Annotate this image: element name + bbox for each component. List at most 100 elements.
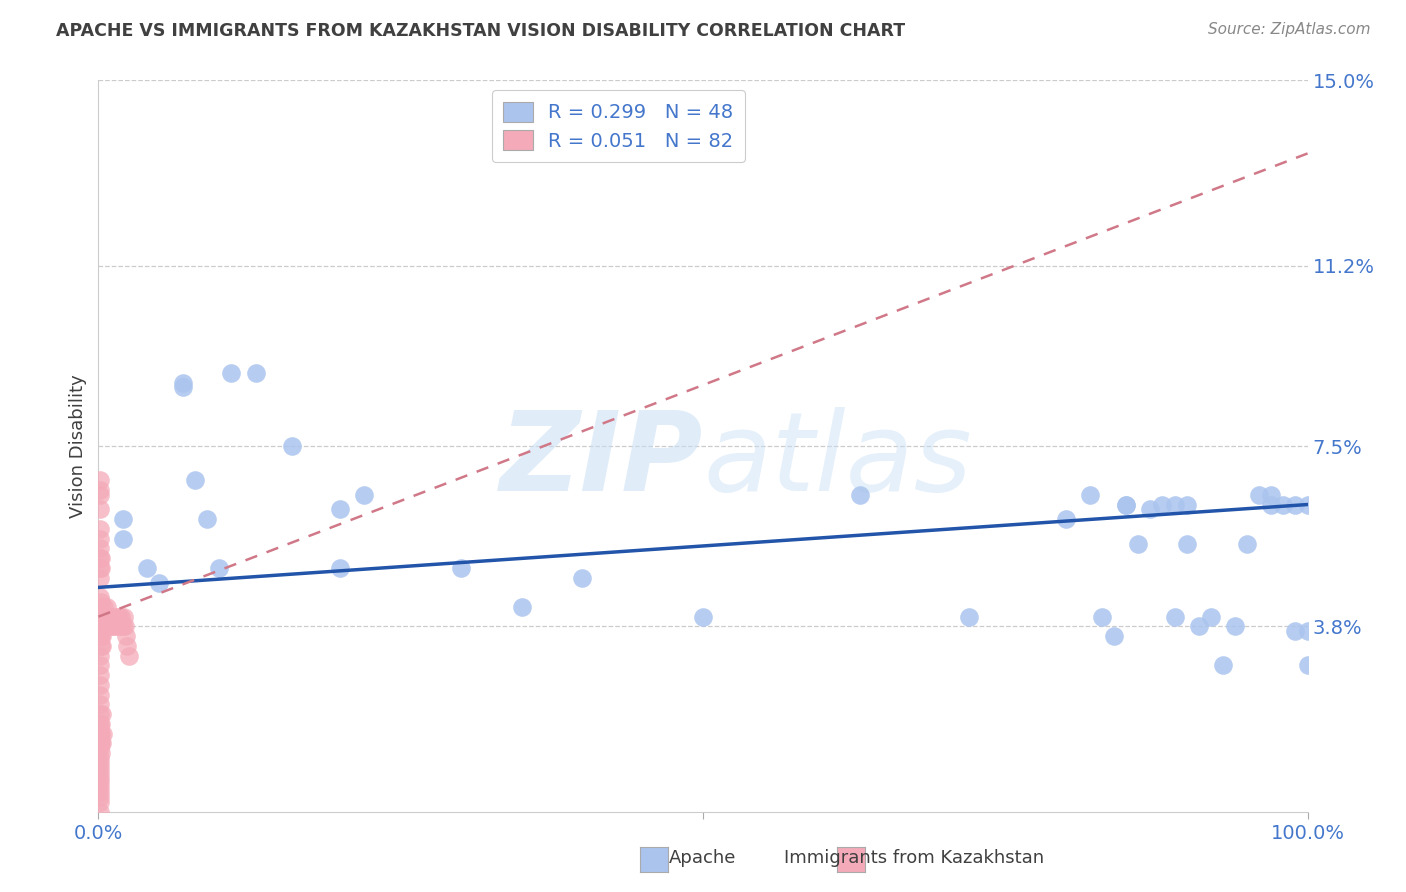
Point <box>89 688 111 702</box>
Point <box>89 698 111 712</box>
Point <box>91 619 114 633</box>
Text: Immigrants from Kazakhstan: Immigrants from Kazakhstan <box>783 849 1045 867</box>
Point <box>89 727 111 741</box>
Text: APACHE VS IMMIGRANTS FROM KAZAKHSTAN VISION DISABILITY CORRELATION CHART: APACHE VS IMMIGRANTS FROM KAZAKHSTAN VIS… <box>56 22 905 40</box>
Point <box>135 561 157 575</box>
Point <box>91 707 114 722</box>
Point <box>1296 658 1319 673</box>
Point <box>98 609 121 624</box>
Point <box>91 639 114 653</box>
Point <box>89 717 111 731</box>
Point <box>93 609 115 624</box>
Point <box>1078 488 1101 502</box>
Point <box>89 658 111 673</box>
Point <box>90 595 112 609</box>
Point <box>1163 498 1185 512</box>
Point <box>112 609 135 624</box>
Point <box>89 473 111 487</box>
Text: ZIP: ZIP <box>499 407 703 514</box>
Point <box>89 761 111 775</box>
Point <box>90 561 112 575</box>
Point <box>118 648 141 663</box>
Point <box>90 629 112 643</box>
Point <box>90 736 112 750</box>
Point <box>90 619 112 633</box>
Legend: R = 0.299   N = 48, R = 0.051   N = 82: R = 0.299 N = 48, R = 0.051 N = 82 <box>492 90 745 162</box>
Point <box>97 609 120 624</box>
Point <box>1188 619 1211 633</box>
Point <box>1054 512 1077 526</box>
Point <box>89 648 111 663</box>
Point <box>89 629 111 643</box>
Point <box>91 736 114 750</box>
Point <box>100 609 122 624</box>
Point <box>96 599 118 614</box>
Text: Apache: Apache <box>669 849 737 867</box>
Text: atlas: atlas <box>703 407 972 514</box>
Point <box>89 775 111 789</box>
Point <box>208 561 231 575</box>
Point <box>1296 624 1319 639</box>
Point <box>111 532 134 546</box>
Point <box>115 629 138 643</box>
Point <box>110 609 132 624</box>
Point <box>172 380 194 394</box>
Point <box>89 678 111 692</box>
Point <box>89 599 111 614</box>
Point <box>89 707 111 722</box>
Point <box>89 668 111 682</box>
Point <box>353 488 375 502</box>
Point <box>184 473 207 487</box>
Point <box>1128 536 1150 550</box>
Point <box>100 619 122 633</box>
Point <box>111 619 134 633</box>
Point <box>221 366 243 380</box>
Point <box>89 741 111 756</box>
Point <box>90 746 112 760</box>
Point <box>89 619 111 633</box>
Point <box>108 609 131 624</box>
Point <box>91 609 114 624</box>
Point <box>103 609 125 624</box>
Point <box>849 488 872 502</box>
Point <box>89 780 111 795</box>
Point <box>89 771 111 785</box>
Point <box>148 575 170 590</box>
Point <box>97 619 120 633</box>
Point <box>93 619 115 633</box>
Point <box>89 522 111 536</box>
Point <box>108 619 131 633</box>
Point <box>510 599 533 614</box>
Point <box>94 619 117 633</box>
Point <box>89 795 111 809</box>
Text: Source: ZipAtlas.com: Source: ZipAtlas.com <box>1208 22 1371 37</box>
Point <box>172 376 194 390</box>
Point <box>281 439 304 453</box>
Point <box>1163 609 1185 624</box>
Point <box>89 541 111 556</box>
Point <box>89 483 111 497</box>
Point <box>1199 609 1222 624</box>
Point <box>89 731 111 746</box>
Point <box>107 619 129 633</box>
Point <box>1260 488 1282 502</box>
Point <box>89 790 111 805</box>
Point <box>1284 624 1306 639</box>
Point <box>1284 498 1306 512</box>
Point <box>89 736 111 750</box>
Point <box>1152 498 1174 512</box>
Point <box>91 619 114 633</box>
Point <box>245 366 267 380</box>
Point <box>101 619 124 633</box>
Point <box>1091 609 1114 624</box>
Point <box>111 512 134 526</box>
Point <box>1272 498 1295 512</box>
Point <box>329 561 352 575</box>
Y-axis label: Vision Disability: Vision Disability <box>69 374 87 518</box>
Point <box>195 512 218 526</box>
Point <box>105 609 128 624</box>
Point <box>89 488 111 502</box>
Point <box>692 609 714 624</box>
Point <box>93 599 115 614</box>
Point <box>91 727 114 741</box>
